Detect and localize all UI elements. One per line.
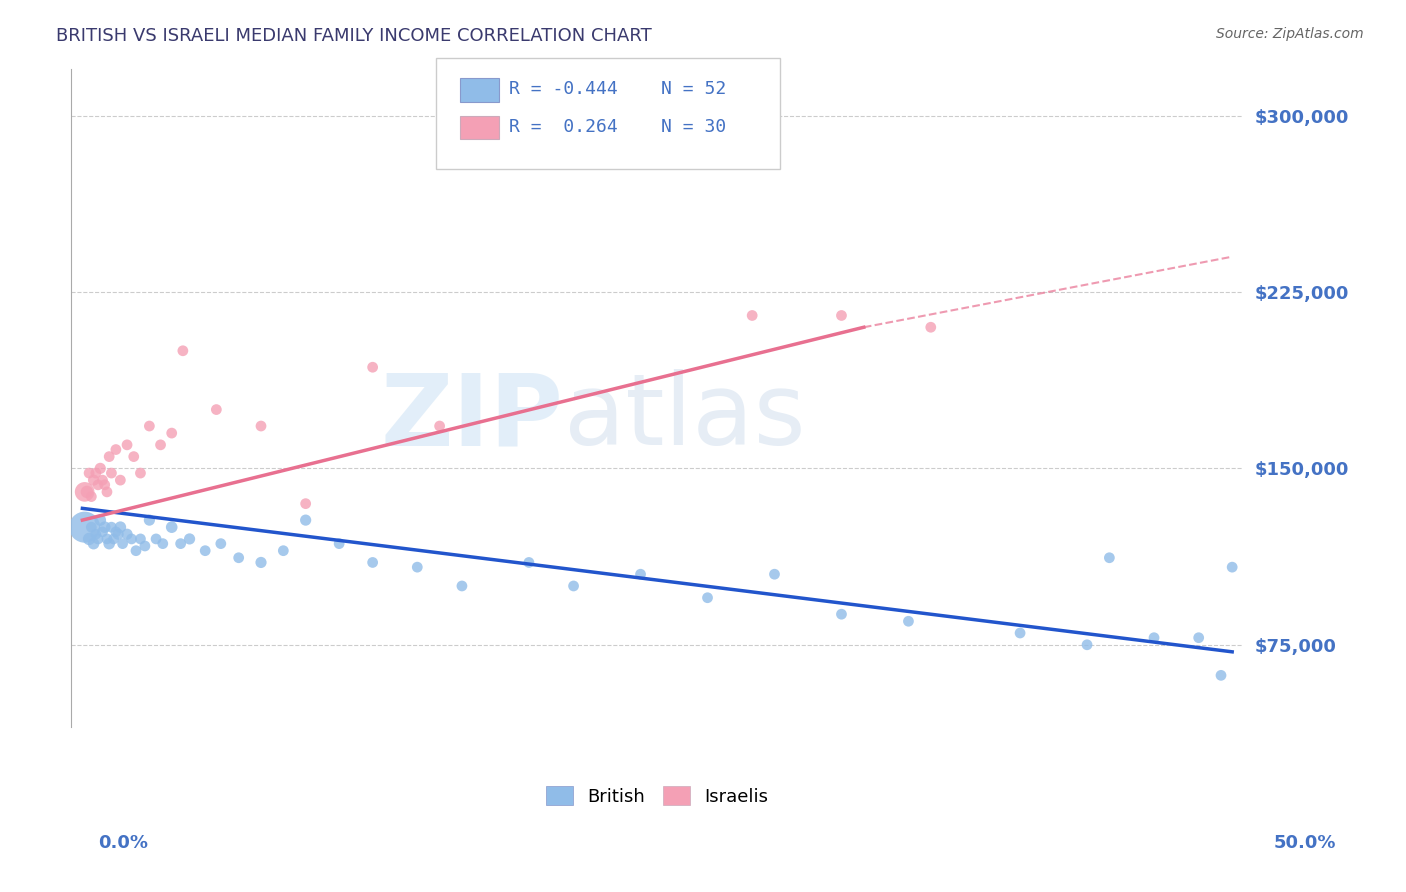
Point <box>96 532 118 546</box>
Point <box>93 478 115 492</box>
Point <box>209 536 232 550</box>
Text: R =  0.264: R = 0.264 <box>509 118 617 136</box>
Point <box>294 497 316 511</box>
Point <box>77 466 100 480</box>
Point <box>1098 550 1121 565</box>
Point <box>406 560 429 574</box>
Text: 50.0%: 50.0% <box>1274 834 1336 852</box>
Point <box>149 438 172 452</box>
Point <box>73 484 96 499</box>
Point <box>920 320 942 334</box>
Point <box>152 536 174 550</box>
Point <box>80 520 103 534</box>
Point <box>122 450 145 464</box>
Point <box>129 466 152 480</box>
Point <box>763 567 786 582</box>
Point <box>110 473 132 487</box>
Point <box>361 556 384 570</box>
Point <box>228 550 250 565</box>
Point <box>1076 638 1098 652</box>
Point <box>73 520 96 534</box>
Point <box>110 520 132 534</box>
Point <box>125 543 148 558</box>
Point <box>83 473 105 487</box>
Point <box>87 478 110 492</box>
Text: ZIP: ZIP <box>381 369 564 466</box>
Point <box>562 579 585 593</box>
Point <box>172 343 194 358</box>
Point <box>104 442 127 457</box>
Text: N = 30: N = 30 <box>661 118 725 136</box>
Point <box>111 536 134 550</box>
Point <box>145 532 167 546</box>
Point <box>1220 560 1243 574</box>
Point <box>77 532 100 546</box>
Text: N = 52: N = 52 <box>661 80 725 98</box>
Point <box>830 309 852 323</box>
Point <box>160 426 183 441</box>
Point <box>80 490 103 504</box>
Point <box>741 309 763 323</box>
Point <box>294 513 316 527</box>
Point <box>134 539 156 553</box>
Point <box>1010 626 1032 640</box>
Point <box>91 524 114 539</box>
Point <box>76 484 98 499</box>
Point <box>160 520 183 534</box>
Point <box>98 450 121 464</box>
Point <box>96 484 118 499</box>
Point <box>696 591 718 605</box>
Point <box>104 524 127 539</box>
Point <box>429 419 451 434</box>
Point <box>328 536 350 550</box>
Point <box>98 536 121 550</box>
Point <box>1143 631 1166 645</box>
Point <box>91 473 114 487</box>
Point <box>1188 631 1211 645</box>
Point <box>179 532 201 546</box>
Point <box>103 532 125 546</box>
Point <box>250 556 273 570</box>
Point <box>361 360 384 375</box>
Text: Source: ZipAtlas.com: Source: ZipAtlas.com <box>1216 27 1364 41</box>
Point <box>630 567 652 582</box>
Point <box>115 527 138 541</box>
Text: R = -0.444: R = -0.444 <box>509 80 617 98</box>
Point <box>89 461 111 475</box>
Text: BRITISH VS ISRAELI MEDIAN FAMILY INCOME CORRELATION CHART: BRITISH VS ISRAELI MEDIAN FAMILY INCOME … <box>56 27 652 45</box>
Point <box>89 513 111 527</box>
Point <box>205 402 228 417</box>
Point <box>1209 668 1232 682</box>
Point <box>115 438 138 452</box>
Point <box>83 536 105 550</box>
Point <box>138 419 160 434</box>
Point <box>273 543 295 558</box>
Point <box>897 614 920 628</box>
Point <box>250 419 273 434</box>
Point <box>121 532 143 546</box>
Point <box>84 466 107 480</box>
Point <box>100 520 122 534</box>
Point <box>107 527 129 541</box>
Point <box>84 527 107 541</box>
Point <box>100 466 122 480</box>
Point <box>451 579 474 593</box>
Point <box>93 520 115 534</box>
Point <box>87 532 110 546</box>
Point <box>138 513 160 527</box>
Point <box>194 543 217 558</box>
Point <box>830 607 852 622</box>
Point <box>517 556 540 570</box>
Legend: British, Israelis: British, Israelis <box>538 779 776 813</box>
Text: 0.0%: 0.0% <box>98 834 149 852</box>
Point <box>169 536 191 550</box>
Point <box>129 532 152 546</box>
Text: atlas: atlas <box>564 369 806 466</box>
